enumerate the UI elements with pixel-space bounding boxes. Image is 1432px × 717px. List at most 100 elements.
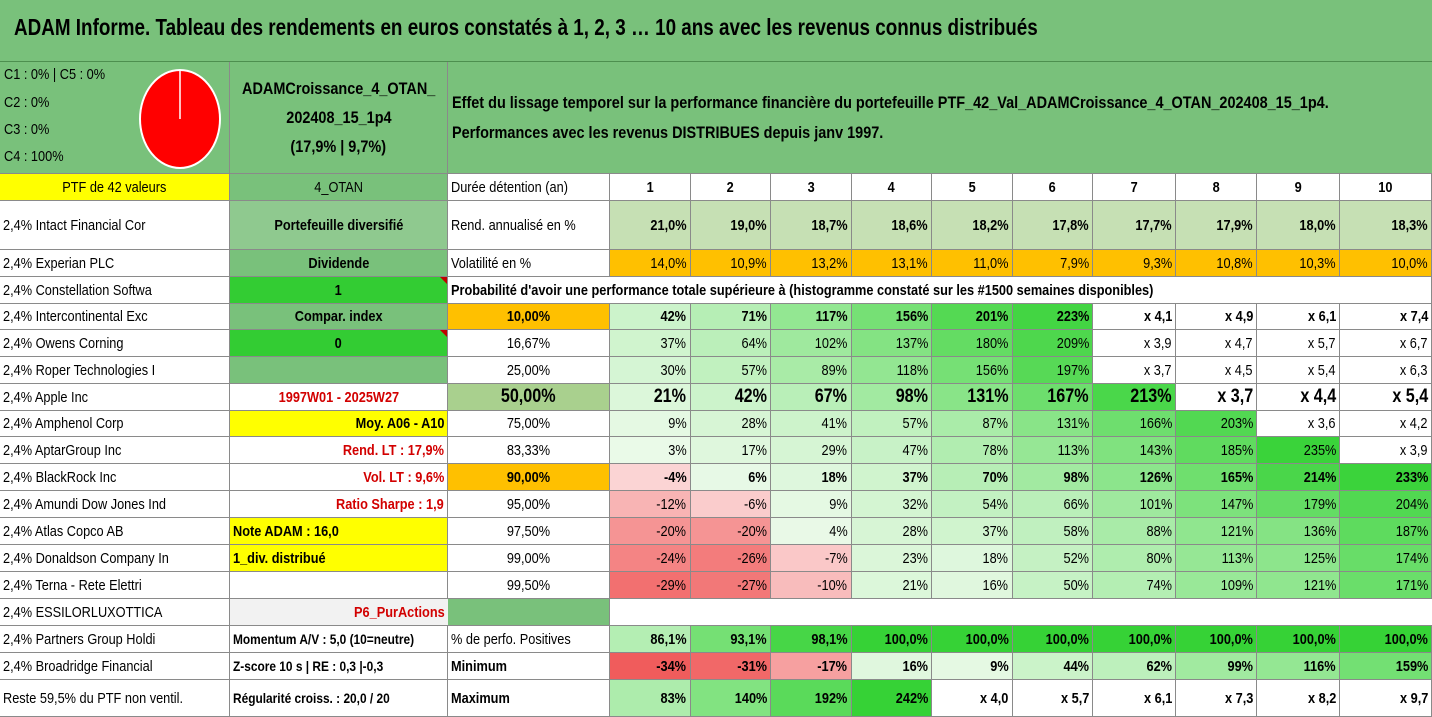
max-value-text: x 8,2 bbox=[1307, 689, 1336, 707]
max-value-text: x 7,3 bbox=[1224, 689, 1253, 707]
vol-value-text: 9,3% bbox=[1142, 254, 1172, 272]
min-value-text: -34% bbox=[656, 657, 687, 675]
holding-row-text: 2,4% AptarGroup Inc bbox=[3, 441, 122, 459]
holding-row-text: 2,4% Amphenol Corp bbox=[3, 415, 124, 432]
pos-value-text: 100,0% bbox=[1045, 630, 1089, 648]
max-value-text: 140% bbox=[734, 689, 767, 707]
prob-value: x 4,7 bbox=[1176, 330, 1257, 357]
info-cell-text: Moy. A06 - A10 bbox=[355, 415, 444, 432]
prob-value-text: x 3,6 bbox=[1308, 415, 1336, 432]
prob-value-text: 117% bbox=[815, 308, 848, 325]
prob-value: x 4,9 bbox=[1176, 304, 1257, 330]
spacer-green bbox=[448, 599, 610, 626]
prob-value: 121% bbox=[1176, 518, 1257, 545]
pos-value: 100,0% bbox=[932, 626, 1013, 653]
fund-name-line2: 202408_15_1p4 bbox=[285, 108, 392, 127]
prob-value-text: 187% bbox=[1395, 522, 1428, 540]
prob-value-text: 126% bbox=[1139, 468, 1172, 486]
prob-value: 187% bbox=[1340, 518, 1432, 545]
prob-value: 167% bbox=[1012, 384, 1093, 411]
pos-value: 100,0% bbox=[1340, 626, 1432, 653]
prob-value: x 3,9 bbox=[1093, 330, 1176, 357]
prob-value-text: x 4,7 bbox=[1225, 334, 1253, 352]
prob-value-text: 74% bbox=[1146, 576, 1172, 594]
prob-threshold-text: 50,00% bbox=[501, 386, 556, 407]
prob-value-text: 156% bbox=[975, 361, 1009, 379]
prob-value: 213% bbox=[1093, 384, 1176, 411]
prob-value-text: 28% bbox=[741, 415, 767, 432]
min-value: 62% bbox=[1093, 653, 1176, 680]
prob-value-text: 109% bbox=[1220, 576, 1253, 594]
prob-value: 171% bbox=[1340, 572, 1432, 599]
prob-value-text: 30% bbox=[660, 361, 687, 379]
prob-value-text: 71% bbox=[741, 308, 767, 325]
prob-value: 32% bbox=[851, 491, 932, 518]
prob-threshold-text: 10,00% bbox=[506, 308, 551, 325]
min-value: 9% bbox=[932, 653, 1013, 680]
max-value-text: x 5,7 bbox=[1060, 689, 1089, 707]
rend-value-text: 21,0% bbox=[650, 216, 687, 234]
prob-value: x 6,3 bbox=[1340, 357, 1432, 384]
vol-value: 13,2% bbox=[771, 250, 852, 277]
holding-row-text: 2,4% Apple Inc bbox=[3, 388, 89, 406]
prob-caption: Probabilité d'avoir une performance tota… bbox=[448, 277, 1348, 304]
prob-value-text: 6% bbox=[748, 468, 767, 486]
pos-value-text: 100,0% bbox=[1384, 630, 1428, 648]
prob-value: 57% bbox=[690, 357, 771, 384]
prob-value-text: 88% bbox=[1146, 522, 1172, 540]
year-header-4-text: 4 bbox=[887, 178, 895, 196]
prob-value-text: -6% bbox=[744, 495, 767, 513]
prob-value: 156% bbox=[932, 357, 1013, 384]
prob-value: 125% bbox=[1257, 545, 1340, 572]
prob-value-text: 89% bbox=[821, 361, 848, 379]
prob-threshold: 25,00% bbox=[448, 357, 610, 384]
pos-label: % de perfo. Positives bbox=[448, 626, 610, 653]
year-header-6-text: 6 bbox=[1048, 178, 1056, 196]
prob-value-text: x 4,2 bbox=[1400, 415, 1428, 432]
max-value-text: 192% bbox=[814, 689, 848, 707]
prob-value: 9% bbox=[610, 411, 691, 437]
holding-row: 2,4% Intercontinental Exc bbox=[0, 304, 230, 330]
holding-row-text: 2,4% ESSILORLUXOTTICA bbox=[3, 603, 163, 621]
vol-value: 7,9% bbox=[1012, 250, 1093, 277]
vol-value-text: 11,0% bbox=[973, 254, 1009, 272]
prob-value-text: 3% bbox=[668, 441, 687, 459]
prob-value: 78% bbox=[932, 437, 1013, 464]
prob-value-text: 21% bbox=[902, 576, 928, 594]
prob-threshold: 16,67% bbox=[448, 330, 610, 357]
prob-value-text: 52% bbox=[1063, 549, 1089, 567]
prob-value: x 3,6 bbox=[1257, 411, 1340, 437]
rend-value: 17,7% bbox=[1093, 201, 1176, 250]
prob-value: 118% bbox=[851, 357, 932, 384]
otan-label-text: 4_OTAN bbox=[314, 178, 363, 196]
info-cell: Note ADAM : 16,0 bbox=[230, 518, 448, 545]
prob-value-text: 57% bbox=[741, 361, 767, 379]
prob-value-text: 185% bbox=[1220, 441, 1253, 459]
prob-value: 203% bbox=[1176, 411, 1257, 437]
holding-row-text: 2,4% Intact Financial Cor bbox=[3, 216, 146, 234]
pos-value: 100,0% bbox=[1257, 626, 1340, 653]
info-cell: Régularité croiss. : 20,0 / 20 bbox=[230, 680, 448, 717]
pos-value-text: 100,0% bbox=[965, 630, 1009, 648]
prob-threshold: 99,50% bbox=[448, 572, 610, 599]
prob-value-text: 201% bbox=[975, 308, 1009, 325]
prob-value-text: 16% bbox=[982, 576, 1009, 594]
prob-value: 6% bbox=[690, 464, 771, 491]
prob-value-text: 180% bbox=[975, 334, 1009, 352]
rend-value-text: 18,2% bbox=[972, 216, 1009, 234]
prob-value: 70% bbox=[932, 464, 1013, 491]
year-header-8: 8 bbox=[1176, 174, 1257, 201]
prob-value: 42% bbox=[610, 304, 691, 330]
vol-value-text: 10,3% bbox=[1299, 254, 1336, 272]
ptf-label: PTF de 42 valeurs bbox=[0, 174, 230, 201]
prob-value-text: 98% bbox=[895, 386, 928, 407]
prob-value-text: 21% bbox=[654, 386, 687, 407]
pos-value: 86,1% bbox=[610, 626, 691, 653]
prob-value-text: 66% bbox=[1063, 495, 1089, 513]
max-value: 242% bbox=[851, 680, 932, 717]
prob-value: 214% bbox=[1257, 464, 1340, 491]
max-value-text: x 9,7 bbox=[1399, 689, 1428, 707]
info-cell-text: Z-score 10 s | RE : 0,3 |-0,3 bbox=[233, 658, 384, 674]
holding-row-text: 2,4% Experian PLC bbox=[3, 254, 115, 272]
